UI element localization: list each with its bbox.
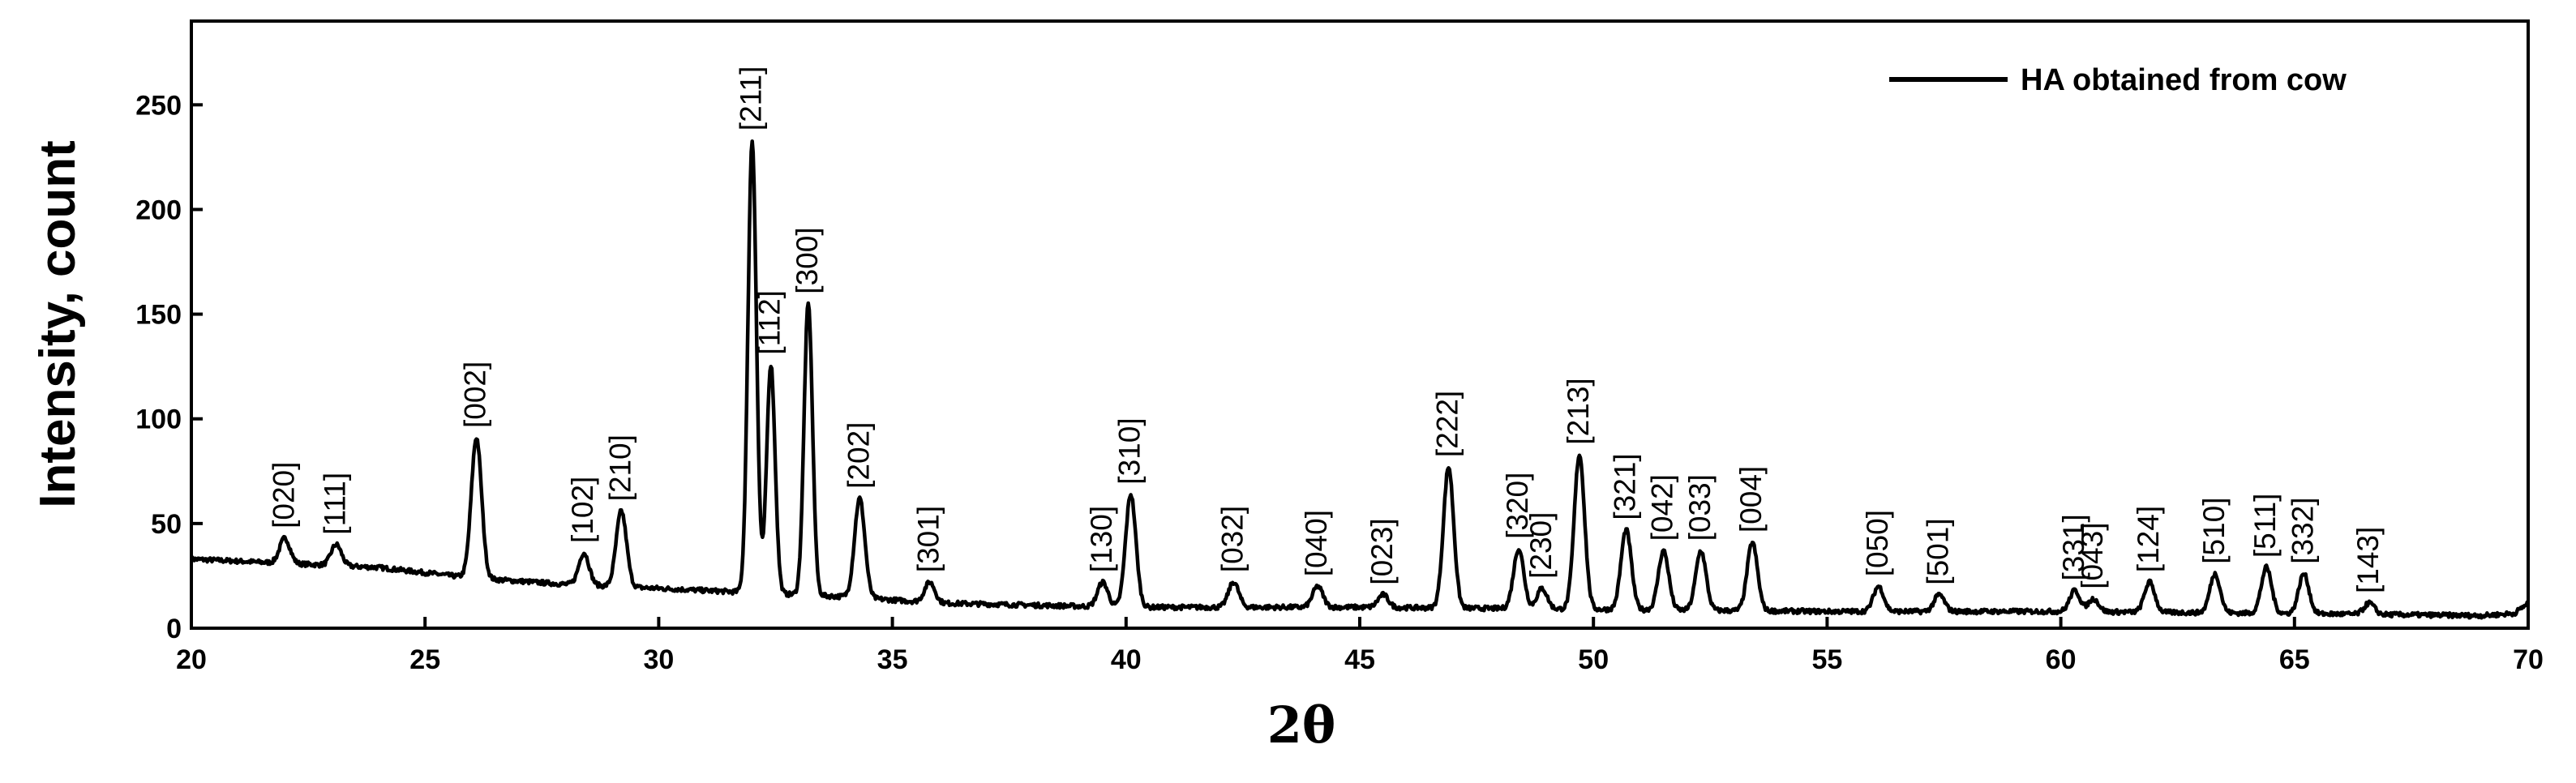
- y-tick-label: 150: [135, 300, 182, 331]
- peak-label: [331]: [2057, 514, 2090, 580]
- peak-labels: [020] [111] [002] [102][210] [211] [112][300]…: [267, 66, 2385, 593]
- x-tick-label: 50: [1578, 644, 1609, 675]
- peak-label: [310]: [1113, 417, 1147, 484]
- peak-label: [023]: [1365, 518, 1399, 584]
- y-tick-label: 0: [166, 614, 182, 644]
- peak-label: [042]: [1646, 474, 1679, 541]
- peak-label: [040]: [1300, 510, 1333, 576]
- x-tick-label: 40: [1111, 644, 1142, 675]
- y-axis-title: Intensity, count: [30, 140, 86, 508]
- peak-label: [211]: [735, 66, 768, 131]
- peak-label: [202]: [842, 422, 875, 489]
- x-tick-label: 45: [1344, 644, 1375, 675]
- peak-label: [004]: [1734, 466, 1768, 533]
- y-tick-label: 250: [135, 90, 182, 121]
- curve-layer: [191, 139, 2528, 620]
- x-tick-label: 60: [2046, 644, 2077, 675]
- peak-label: [332]: [2286, 498, 2319, 564]
- data-series-line: [191, 139, 2528, 620]
- peak-label: [050]: [1861, 510, 1894, 576]
- x-tick-label: 55: [1811, 644, 1842, 675]
- peak-label: [321]: [1609, 453, 1642, 520]
- peak-label: [230]: [1524, 512, 1558, 579]
- peak-label: [213]: [1562, 378, 1595, 444]
- peak-label: [501]: [1922, 518, 1955, 584]
- peak-label: [002]: [459, 362, 492, 428]
- peak-label: [102]: [566, 477, 599, 543]
- x-tick-label: 30: [643, 644, 674, 675]
- peak-label: [111]: [319, 473, 352, 535]
- x-tick-label: 70: [2513, 644, 2544, 675]
- y-tick-label: 100: [135, 404, 182, 435]
- peak-label: [043]: [2076, 523, 2109, 589]
- peak-label: [510]: [2197, 498, 2231, 564]
- peak-label: [300]: [791, 227, 824, 293]
- x-tick-label: 20: [176, 644, 207, 675]
- peak-label: [222]: [1431, 391, 1464, 457]
- peak-label: [320]: [1501, 473, 1534, 539]
- x-tick-label: 25: [409, 644, 440, 675]
- peak-label: [032]: [1215, 506, 1249, 572]
- peak-label: [124]: [2132, 506, 2165, 572]
- peak-label: [020]: [267, 462, 300, 528]
- x-axis-title: 2θ: [1267, 695, 1336, 755]
- legend-label: HA obtained from cow: [2021, 63, 2347, 97]
- x-tick-label: 65: [2279, 644, 2310, 675]
- x-tick-label: 35: [877, 644, 908, 675]
- peak-label: [210]: [603, 434, 636, 501]
- legend: HA obtained from cow: [1889, 63, 2347, 97]
- peak-label: [130]: [1085, 506, 1118, 572]
- peak-label: [033]: [1683, 474, 1717, 541]
- y-tick-label: 200: [135, 195, 182, 225]
- peak-label: [301]: [912, 506, 945, 572]
- axis-ticks: 20 25 30 35 40 45 50 55 60 65 70 0 50 100 150 200 250: [135, 90, 2544, 675]
- plot-frame: [190, 19, 2530, 630]
- peak-label: [143]: [2351, 527, 2385, 593]
- peak-label: [511]: [2248, 494, 2282, 558]
- peak-label: [112]: [753, 290, 787, 355]
- y-tick-label: 50: [151, 509, 182, 540]
